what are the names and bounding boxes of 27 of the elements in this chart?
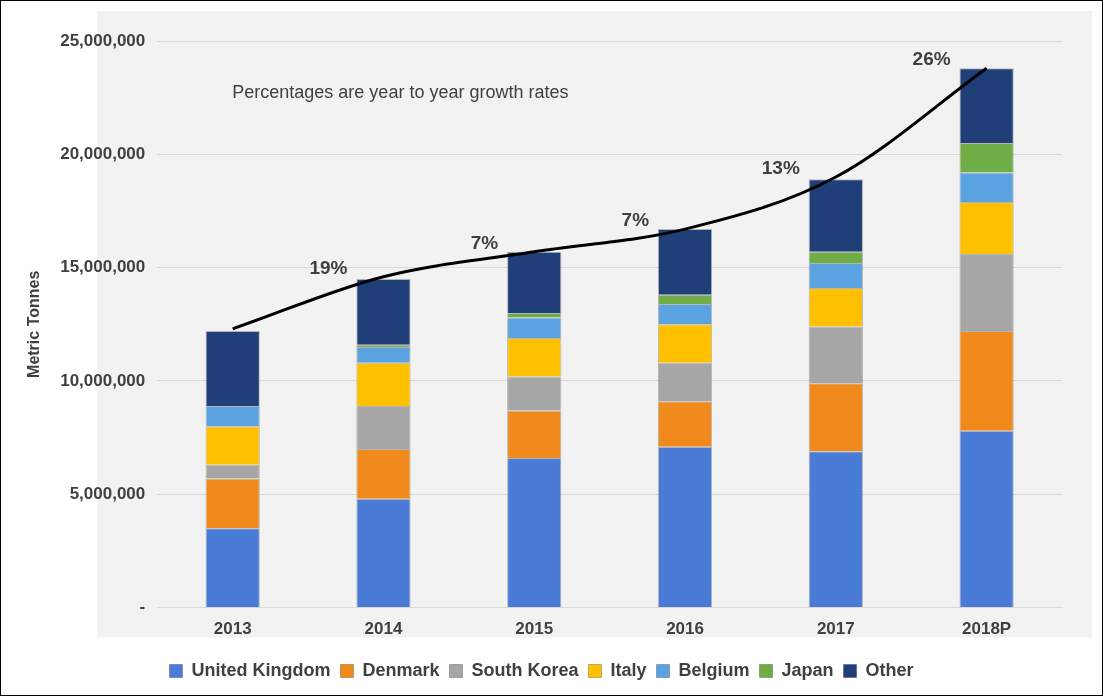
x-tick-label: 2016 <box>666 619 704 639</box>
annotation: 7% <box>621 209 650 231</box>
y-tick-label: 20,000,000 <box>60 144 146 164</box>
y-tick-label: - <box>139 597 146 617</box>
annotation: Percentages are year to year growth rates <box>232 81 569 102</box>
annotation: 13% <box>761 157 800 179</box>
x-tick-label: 2013 <box>213 619 252 639</box>
x-tick-label: 2015 <box>515 619 554 639</box>
y-tick-label: 25,000,000 <box>60 30 146 50</box>
line-series <box>231 66 989 331</box>
legend-label: United Kingdom <box>191 659 331 680</box>
legend-label: Japan <box>781 659 834 680</box>
x-tick-label: 2018P <box>962 619 1012 639</box>
legend-label: Belgium <box>678 659 750 680</box>
annotation: 26% <box>912 48 951 70</box>
legend-label: Other <box>865 659 914 680</box>
legend-label: Italy <box>610 659 647 680</box>
y-tick-label: 5,000,000 <box>69 483 146 503</box>
y-axis-title: Metric Tonnes <box>25 270 43 378</box>
annotation: 7% <box>470 232 499 254</box>
x-tick-label: 2017 <box>816 619 855 639</box>
legend-label: Denmark <box>362 659 441 680</box>
x-tick-label: 2014 <box>364 619 403 639</box>
y-tick-label: 10,000,000 <box>60 370 146 390</box>
y-tick-label: 15,000,000 <box>60 257 146 277</box>
annotation: 19% <box>309 256 348 278</box>
legend-label: South Korea <box>471 659 580 680</box>
